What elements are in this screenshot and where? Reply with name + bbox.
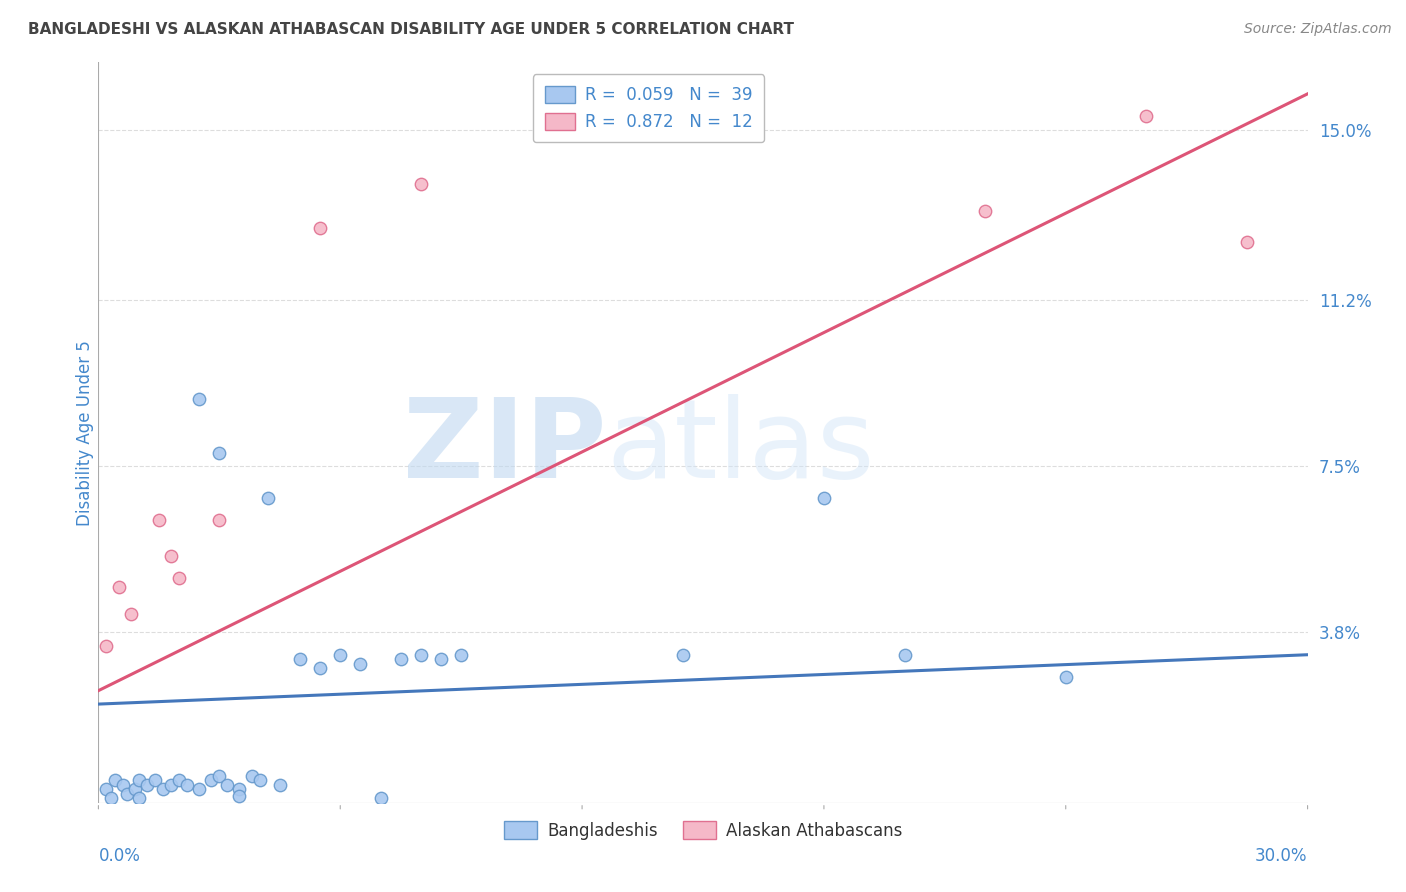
Point: [103, 773, 125, 788]
Point: [349, 657, 371, 671]
Point: [228, 789, 250, 803]
Text: atlas: atlas: [606, 394, 875, 501]
Point: [167, 773, 190, 788]
Point: [309, 661, 332, 675]
Point: [160, 549, 183, 563]
Text: BANGLADESHI VS ALASKAN ATHABASCAN DISABILITY AGE UNDER 5 CORRELATION CHART: BANGLADESHI VS ALASKAN ATHABASCAN DISABI…: [28, 22, 794, 37]
Point: [1135, 109, 1157, 123]
Point: [249, 773, 271, 788]
Y-axis label: Disability Age Under 5: Disability Age Under 5: [76, 340, 94, 525]
Point: [309, 221, 332, 235]
Point: [143, 773, 166, 788]
Point: [1236, 235, 1258, 249]
Point: [128, 791, 150, 805]
Point: [208, 513, 231, 527]
Point: [148, 513, 170, 527]
Text: 0.0%: 0.0%: [98, 847, 141, 865]
Point: [1054, 670, 1077, 684]
Point: [893, 648, 915, 662]
Point: [450, 648, 472, 662]
Point: [120, 607, 142, 622]
Point: [208, 769, 231, 783]
Point: [217, 778, 239, 792]
Point: [389, 652, 412, 666]
Point: [430, 652, 453, 666]
Point: [370, 791, 392, 805]
Point: [409, 177, 432, 191]
Point: [813, 491, 835, 505]
Point: [329, 648, 352, 662]
Point: [176, 778, 198, 792]
Point: [240, 769, 263, 783]
Point: [152, 782, 174, 797]
Point: [167, 571, 190, 585]
Text: Source: ZipAtlas.com: Source: ZipAtlas.com: [1244, 22, 1392, 37]
Point: [228, 782, 250, 797]
Text: ZIP: ZIP: [404, 394, 606, 501]
Point: [409, 648, 432, 662]
Point: [124, 782, 146, 797]
Point: [128, 773, 150, 788]
Point: [96, 782, 118, 797]
Point: [672, 648, 695, 662]
Point: [269, 778, 291, 792]
Point: [115, 787, 138, 801]
Text: 30.0%: 30.0%: [1256, 847, 1308, 865]
Point: [107, 581, 129, 595]
Legend: Bangladeshis, Alaskan Athabascans: Bangladeshis, Alaskan Athabascans: [496, 814, 910, 847]
Point: [188, 782, 211, 797]
Point: [200, 773, 222, 788]
Point: [208, 446, 231, 460]
Point: [96, 639, 118, 653]
Point: [111, 778, 134, 792]
Point: [135, 778, 157, 792]
Point: [160, 778, 183, 792]
Point: [288, 652, 311, 666]
Point: [974, 203, 997, 218]
Point: [100, 791, 122, 805]
Point: [256, 491, 278, 505]
Point: [188, 392, 211, 406]
